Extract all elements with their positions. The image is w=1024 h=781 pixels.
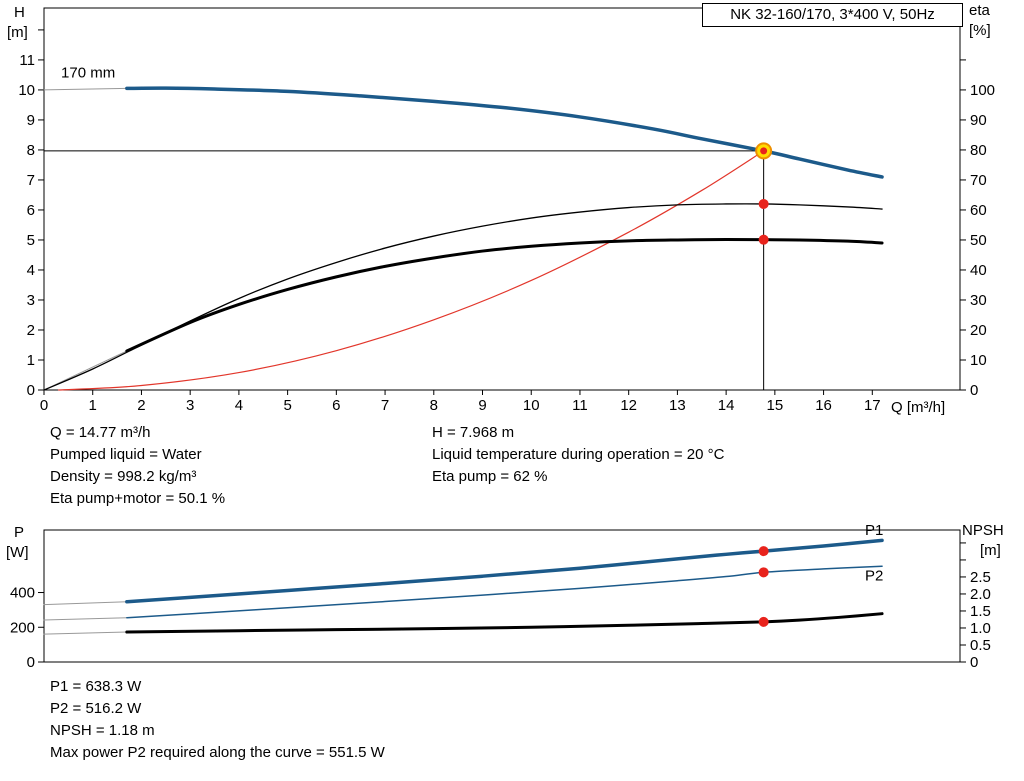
y-left-tick-label: 3 xyxy=(27,292,35,309)
curve-system-curve xyxy=(58,150,765,391)
x-tick-label: 17 xyxy=(864,397,881,414)
duty-point-marker xyxy=(760,147,768,155)
duty-point-marker xyxy=(758,198,769,209)
x-tick-label: 2 xyxy=(137,397,145,414)
info-line-npsh: NPSH = 1.18 m xyxy=(50,722,155,739)
y-left-tick-label: 200 xyxy=(10,619,35,636)
y-right-tick-label: 0 xyxy=(970,654,978,671)
y-left-tick-label: 0 xyxy=(27,382,35,399)
y-right-tick-label: 0.5 xyxy=(970,637,991,654)
qh-eta-chart: 0 1 2 3 4 5 6 7 8 9 10 11 12 13 14 15 16 1701234567891011… xyxy=(18,7,995,414)
curve-p1 xyxy=(125,538,884,604)
x-tick-label: 4 xyxy=(235,397,243,414)
info-line-temp: Liquid temperature during operation = 20… xyxy=(432,446,725,463)
pump-title-box: NK 32-160/170, 3*400 V, 50Hz xyxy=(702,3,963,27)
x-tick-label: 3 xyxy=(186,397,194,414)
y-left-tick-label: 11 xyxy=(19,52,35,69)
curve-eta-pump xyxy=(43,203,883,391)
info-line-density: Density = 998.2 kg/m³ xyxy=(50,468,197,485)
curve-qh-lead xyxy=(43,87,128,91)
x-tick-label: 9 xyxy=(478,397,486,414)
x-tick-label: 6 xyxy=(332,397,340,414)
x-tick-label: 0 xyxy=(40,397,48,414)
duty-info-left: Q = 14.77 m³/h Pumped liquid = Water Den… xyxy=(50,424,225,512)
y-right-tick-label: 100 xyxy=(970,82,995,99)
x-tick-label: 1 xyxy=(89,397,97,414)
p-axis-label: P xyxy=(14,524,25,541)
y-left-tick-label: 10 xyxy=(18,82,35,99)
x-tick-label: 8 xyxy=(430,397,438,414)
info-line-eta-total: Eta pump+motor = 50.1 % xyxy=(50,490,226,507)
duty-point-marker xyxy=(758,567,769,578)
curve-qh-170mm xyxy=(125,86,884,179)
h-axis-label: H xyxy=(14,4,25,21)
x-tick-label: 7 xyxy=(381,397,389,414)
curve-annotation: P2 xyxy=(865,567,883,584)
plot-frame xyxy=(43,529,961,663)
curve-npsh-lead xyxy=(43,631,128,635)
p-axis-unit: [W] xyxy=(6,544,29,561)
y-right-tick-label: 2.0 xyxy=(970,586,991,603)
y-left-tick-label: 2 xyxy=(27,322,35,339)
y-right-tick-label: 0 xyxy=(970,382,978,399)
y-right-tick-label: 1.0 xyxy=(970,620,991,637)
info-line-q: Q = 14.77 m³/h xyxy=(50,424,151,441)
info-line-liquid: Pumped liquid = Water xyxy=(50,446,202,463)
x-tick-label: 11 xyxy=(572,397,588,414)
y-left-tick-label: 8 xyxy=(27,142,35,159)
y-right-tick-label: 2.5 xyxy=(970,569,991,586)
y-right-tick-label: 30 xyxy=(970,292,987,309)
y-right-tick-label: 1.5 xyxy=(970,603,991,620)
y-left-tick-label: 4 xyxy=(27,262,35,279)
npsh-axis-label: NPSH xyxy=(962,522,1004,539)
q-axis-label: Q [m³/h] xyxy=(891,399,946,416)
y-right-tick-label: 10 xyxy=(970,352,987,369)
curve-npsh xyxy=(125,612,884,634)
info-line-h: H = 7.968 m xyxy=(432,424,515,441)
y-left-tick-label: 9 xyxy=(27,112,35,129)
info-line-maxp2: Max power P2 required along the curve = … xyxy=(50,744,385,761)
y-right-tick-label: 70 xyxy=(970,172,987,189)
y-right-tick-label: 50 xyxy=(970,232,987,249)
x-tick-label: 13 xyxy=(669,397,686,414)
info-line-p2: P2 = 516.2 W xyxy=(50,700,142,717)
x-tick-label: 5 xyxy=(283,397,291,414)
x-tick-label: 15 xyxy=(767,397,784,414)
duty-point-marker xyxy=(758,234,769,245)
y-right-tick-label: 80 xyxy=(970,142,987,159)
curve-annotation: P1 xyxy=(865,522,883,539)
plot-frame xyxy=(43,7,961,391)
y-left-tick-label: 7 xyxy=(27,172,35,189)
y-left-tick-label: 0 xyxy=(27,654,35,671)
duty-info-right: H = 7.968 m Liquid temperature during op… xyxy=(432,424,724,490)
x-tick-label: 12 xyxy=(620,397,637,414)
npsh-axis-unit: [m] xyxy=(980,542,1001,559)
duty-point-marker xyxy=(758,616,769,627)
y-left-tick-label: 6 xyxy=(27,202,35,219)
curve-p1-lead xyxy=(43,601,128,606)
y-left-tick-label: 400 xyxy=(10,585,35,602)
x-tick-label: 16 xyxy=(815,397,832,414)
h-axis-unit: [m] xyxy=(7,24,28,41)
eta-axis-label: eta xyxy=(969,2,990,19)
curve-annotation: 170 mm xyxy=(61,64,115,81)
y-right-tick-label: 60 xyxy=(970,202,987,219)
y-right-tick-label: 90 xyxy=(970,112,987,129)
y-left-tick-label: 1 xyxy=(27,352,35,369)
curve-eta-pump-motor xyxy=(125,238,884,353)
x-tick-label: 10 xyxy=(523,397,540,414)
duty-point-marker xyxy=(758,546,769,557)
eta-axis-unit: [%] xyxy=(969,22,991,39)
y-right-tick-label: 40 xyxy=(970,262,987,279)
power-info: P1 = 638.3 W P2 = 516.2 W NPSH = 1.18 m … xyxy=(50,678,385,766)
y-left-tick-label: 5 xyxy=(27,232,35,249)
info-line-p1: P1 = 638.3 W xyxy=(50,678,142,695)
curve-p2-lead xyxy=(43,617,128,621)
x-tick-label: 14 xyxy=(718,397,735,414)
info-line-eta-pump: Eta pump = 62 % xyxy=(432,468,548,485)
y-right-tick-label: 20 xyxy=(970,322,987,339)
